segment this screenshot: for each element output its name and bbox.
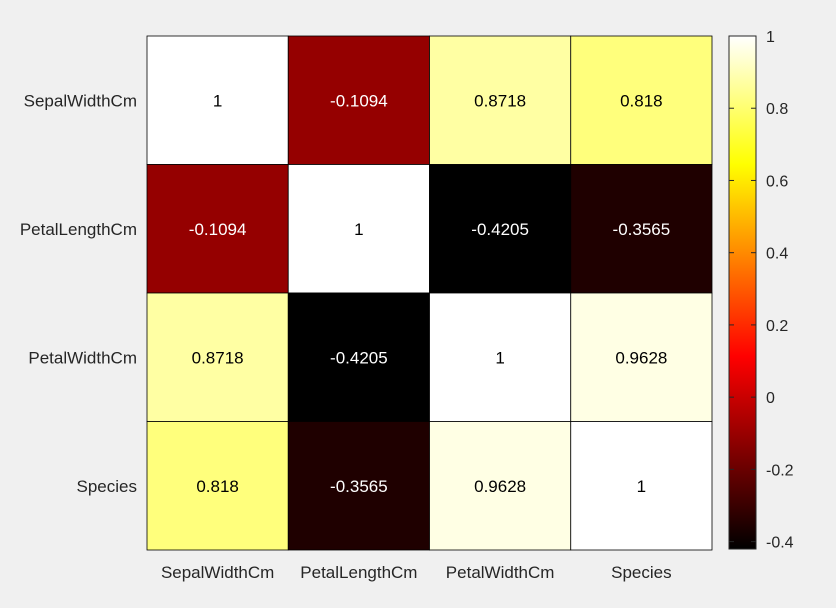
heatmap-cell-1-2 [287,35,430,165]
colorbar-tick-label: -0.2 [766,462,794,479]
heatmap-cell-4-1 [146,421,289,551]
y-tick-labels: SepalWidthCm PetalLengthCm PetalWidthCm Spe… [20,91,137,496]
cell-value-label: 1 [637,477,646,496]
colorbar-gradient [728,35,757,550]
x-tick-label: PetalLengthCm [300,563,417,582]
cell-value-label: 0.818 [620,91,663,110]
colorbar: 1 0.8 0.6 0.4 0.2 0 -0.2 -0.4 [728,29,794,552]
heatmap-cell-3-2 [287,292,430,422]
heatmap-cell-1-3 [429,35,572,165]
cell-value-label: 0.8718 [474,91,526,110]
colorbar-tick-label: 0.8 [766,101,788,118]
y-tick-label: PetalWidthCm [28,348,137,367]
cell-value-label: 0.8718 [192,348,244,367]
y-tick-label: SepalWidthCm [24,91,137,110]
cell-value-label: 0.9628 [615,348,667,367]
cell-value-label: -0.4205 [330,348,388,367]
heatmap-cell-labels: 1 -0.1094 0.8718 0.818 -0.1094 1 -0.4205 -0.356… [189,91,670,496]
colorbar-tick-label: -0.4 [766,535,794,552]
heatmap-cell-2-1 [146,164,289,294]
heatmap-cell-1-1 [146,35,289,165]
y-tick-label: PetalLengthCm [20,220,137,239]
colorbar-tick-label: 0 [766,390,775,407]
heatmap-cell-4-2 [287,421,430,551]
x-tick-label: Species [611,563,671,582]
heatmap-cell-4-3 [429,421,572,551]
x-tick-label: SepalWidthCm [161,563,274,582]
heatmap-cells [146,35,713,551]
cell-value-label: -0.3565 [613,220,671,239]
heatmap-cell-2-3 [429,164,572,294]
cell-value-label: -0.1094 [189,220,247,239]
heatmap-cell-4-4 [570,421,713,551]
cell-value-label: 1 [213,91,222,110]
x-tick-labels: SepalWidthCm PetalLengthCm PetalWidthCm Spe… [161,563,672,582]
cell-value-label: -0.1094 [330,91,388,110]
cell-value-label: 1 [495,348,504,367]
heatmap-cell-2-4 [570,164,713,294]
y-tick-label: Species [77,477,137,496]
cell-value-label: 0.9628 [474,477,526,496]
colorbar-tick-label: 1 [766,29,775,46]
heatmap-cell-1-4 [570,35,713,165]
colorbar-tick-label: 0.2 [766,318,788,335]
heatmap-cell-2-2 [287,164,430,294]
x-tick-label: PetalWidthCm [446,563,555,582]
cell-value-label: -0.4205 [471,220,529,239]
cell-value-label: -0.3565 [330,477,388,496]
heatmap-cell-3-4 [570,292,713,422]
colorbar-tick-label: 0.4 [766,246,788,263]
cell-value-label: 1 [354,220,363,239]
colorbar-tick-label: 0.6 [766,173,788,190]
cell-value-label: 0.818 [196,477,239,496]
